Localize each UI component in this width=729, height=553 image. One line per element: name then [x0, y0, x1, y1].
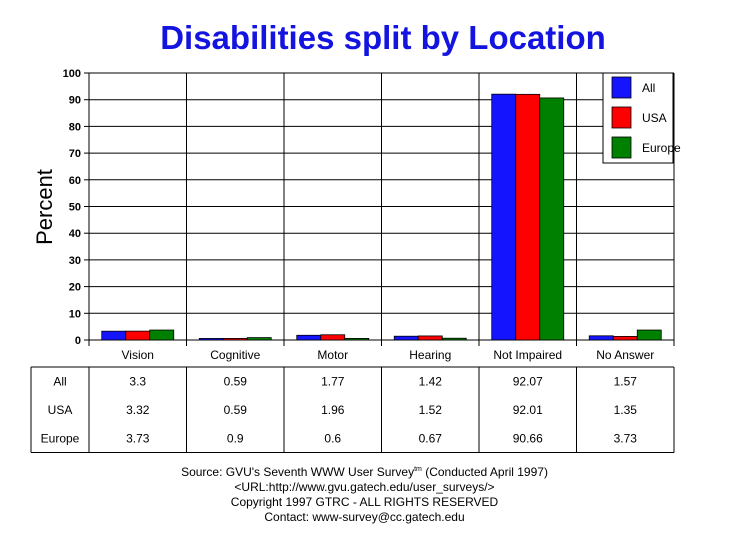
source-suffix: (Conducted April 1997) [421, 465, 548, 479]
bar-usa [125, 330, 151, 341]
table-cell: 1.42 [419, 374, 443, 388]
bar-all [393, 335, 419, 341]
y-tick-label: 70 [69, 148, 81, 160]
category-label: No Answer [596, 348, 654, 362]
bar-all [101, 330, 127, 341]
table-cell: 0.6 [324, 431, 341, 445]
y-axis-label: Percent [32, 169, 57, 245]
legend-swatch [611, 136, 632, 159]
category-label: Motor [317, 348, 348, 362]
chart: Disabilities split by Location Percent 0… [30, 19, 681, 453]
legend-swatch [611, 76, 632, 99]
bar-all [588, 335, 614, 341]
table-cell: 1.57 [614, 374, 638, 388]
table-cell: 3.32 [126, 403, 150, 417]
chart-title: Disabilities split by Location [160, 19, 606, 56]
table-cell: 90.66 [513, 431, 543, 445]
source-url: <URL:http://www.gvu.gatech.edu/user_surv… [234, 480, 495, 494]
bar-all [296, 334, 322, 341]
table-cell: 92.01 [513, 403, 543, 417]
table-cell: 0.59 [224, 403, 248, 417]
y-tick-label: 90 [69, 95, 81, 107]
table-cell: 3.3 [129, 374, 146, 388]
table-cell: 1.52 [419, 403, 443, 417]
footer: Source: GVU's Seventh WWW User Surveytm … [0, 462, 729, 525]
bar-usa [417, 335, 443, 341]
y-tick-label: 20 [69, 282, 81, 294]
bar-usa [222, 338, 248, 341]
y-tick-label: 30 [69, 255, 81, 267]
bar-usa [515, 93, 541, 341]
bar-europe [246, 337, 272, 341]
bar-europe [441, 337, 467, 341]
table-cell: 3.73 [614, 431, 638, 445]
y-tick-label: 10 [69, 308, 81, 320]
bar-all [491, 93, 517, 341]
table-cell: 1.77 [321, 374, 345, 388]
table-row-label: Europe [41, 431, 80, 445]
table-cell: 0.9 [227, 431, 244, 445]
bar-europe [344, 337, 370, 341]
bar-usa [612, 335, 638, 341]
bar-usa [320, 334, 346, 341]
data-table: All 3.3 0.59 1.77 1.42 92.07 1.57 USA 3.32 0.59 1.… [30, 366, 675, 453]
legend-label: Europe [642, 141, 681, 155]
legend-swatch [611, 106, 632, 129]
category-label: Hearing [409, 348, 451, 362]
category-label: Vision [122, 348, 154, 362]
legend-label: USA [642, 111, 667, 125]
bar-europe [636, 329, 662, 341]
bar-all [198, 338, 224, 341]
category-label: Not Impaired [493, 348, 562, 362]
table-cell: 0.59 [224, 374, 248, 388]
plot-area: 0 10 20 30 40 50 60 70 80 90 100 Vision Cognitive Mot… [63, 68, 675, 362]
source-prefix: Source: GVU's Seventh WWW User Survey [181, 465, 415, 479]
table-cell: 3.73 [126, 431, 150, 445]
table-row-label: USA [48, 403, 73, 417]
table-cell: 0.67 [419, 431, 443, 445]
y-tick-label: 40 [69, 228, 81, 240]
source-line: Source: GVU's Seventh WWW User Surveytm … [0, 462, 729, 480]
legend-label: All [642, 81, 655, 95]
legend: All USA Europe [602, 72, 681, 164]
bar-europe [149, 329, 175, 341]
table-cell: 1.35 [614, 403, 638, 417]
table-cell: 92.07 [513, 374, 543, 388]
y-tick-label: 80 [69, 121, 81, 133]
copyright: Copyright 1997 GTRC - ALL RIGHTS RESERVE… [230, 495, 499, 509]
table-cell: 1.96 [321, 403, 345, 417]
table-row-label: All [53, 374, 66, 388]
category-label: Cognitive [210, 348, 260, 362]
y-tick-label: 60 [69, 175, 81, 187]
contact: Contact: www-survey@cc.gatech.edu [264, 510, 465, 524]
trademark: tm [414, 466, 422, 473]
y-tick-label: 50 [69, 202, 81, 214]
y-tick-label: 0 [75, 335, 81, 347]
bar-europe [539, 97, 565, 341]
y-tick-label: 100 [63, 68, 81, 80]
